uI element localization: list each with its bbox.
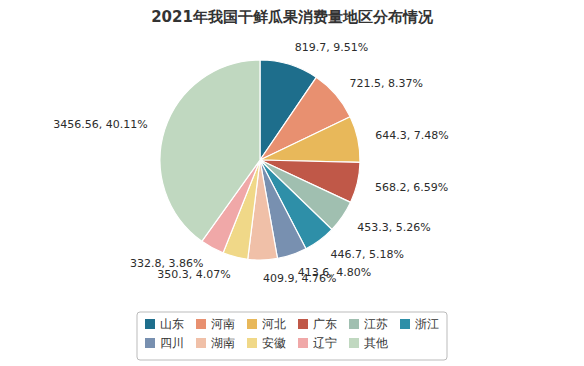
legend-swatch xyxy=(247,319,257,329)
data-label: 446.7, 5.18% xyxy=(330,248,403,261)
legend-item: 湖南 xyxy=(196,336,235,350)
legend-swatch xyxy=(247,338,257,348)
legend-label: 浙江 xyxy=(415,317,439,331)
data-label: 819.7, 9.51% xyxy=(295,41,368,54)
legend-label: 山东 xyxy=(160,317,184,331)
legend-item: 江苏 xyxy=(349,317,388,331)
pie xyxy=(160,60,360,260)
legend-label: 广东 xyxy=(313,317,337,331)
legend-label: 河南 xyxy=(211,317,235,331)
chart: 2021年我国干鲜瓜果消费量地区分布情况 819.7, 9.51% 721.5, 8… xyxy=(0,0,584,366)
legend-swatch xyxy=(196,319,206,329)
legend-item: 河南 xyxy=(196,317,235,331)
legend-swatch xyxy=(298,338,308,348)
title: 2021年我国干鲜瓜果消费量地区分布情况 xyxy=(151,8,434,26)
legend-swatch xyxy=(196,338,206,348)
data-labels: 819.7, 9.51% 721.5, 8.37% 644.3, 7.48% 568.… xyxy=(53,41,449,285)
legend-swatch xyxy=(145,338,155,348)
legend-swatch xyxy=(349,319,359,329)
legend-item: 其他 xyxy=(349,336,388,350)
legend-label: 辽宁 xyxy=(313,336,337,350)
data-label: 453.3, 5.26% xyxy=(357,221,430,234)
legend-frame xyxy=(137,312,447,360)
data-label: 721.5, 8.37% xyxy=(349,77,422,90)
legend-label: 四川 xyxy=(160,336,184,350)
data-label: 568.2, 6.59% xyxy=(375,181,448,194)
data-label: 332.8, 3.86% xyxy=(130,257,203,270)
legend-item: 浙江 xyxy=(400,317,439,331)
legend-label: 江苏 xyxy=(364,317,388,331)
legend-item: 山东 xyxy=(145,317,184,331)
legend-item: 广东 xyxy=(298,317,337,331)
legend-swatch xyxy=(145,319,155,329)
legend-label: 湖南 xyxy=(211,336,235,350)
data-label: 644.3, 7.48% xyxy=(375,129,448,142)
slice xyxy=(160,60,260,241)
legend-label: 其他 xyxy=(364,336,388,350)
legend-item: 辽宁 xyxy=(298,336,337,350)
legend-swatch xyxy=(298,319,308,329)
data-label: 3456.56, 40.11% xyxy=(53,118,147,131)
legend-label: 河北 xyxy=(262,317,286,331)
legend-label: 安徽 xyxy=(262,336,286,350)
legend-item: 四川 xyxy=(145,336,184,350)
legend-item: 河北 xyxy=(247,317,286,331)
legend-swatch xyxy=(349,338,359,348)
slice xyxy=(260,117,360,163)
data-label: 409.9, 4.76% xyxy=(263,272,336,285)
legend-item: 安徽 xyxy=(247,336,286,350)
legend: 山东 河南 河北 广东 江苏 浙江四川 湖南 安徽 辽宁 其他 xyxy=(137,312,447,360)
legend-swatch xyxy=(400,319,410,329)
